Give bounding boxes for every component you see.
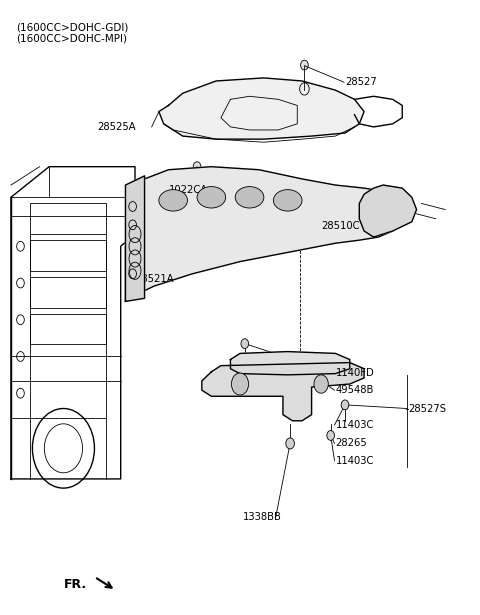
Circle shape: [341, 400, 349, 410]
Text: 1022CA: 1022CA: [168, 185, 207, 195]
Polygon shape: [125, 167, 407, 301]
Text: (1600CC>DOHC-MPI): (1600CC>DOHC-MPI): [16, 33, 127, 43]
Text: 49548B: 49548B: [336, 385, 374, 395]
Text: 28525A: 28525A: [97, 122, 135, 132]
Ellipse shape: [197, 186, 226, 208]
Polygon shape: [202, 363, 364, 421]
Polygon shape: [159, 78, 364, 139]
Ellipse shape: [274, 189, 302, 211]
Text: 28521A: 28521A: [135, 274, 174, 284]
Circle shape: [327, 430, 335, 440]
Text: 28527: 28527: [345, 77, 377, 87]
Circle shape: [241, 339, 249, 349]
Text: 1338BB: 1338BB: [242, 512, 281, 522]
Text: 11403C: 11403C: [336, 456, 374, 466]
Circle shape: [314, 375, 328, 393]
Text: 1140FD: 1140FD: [336, 368, 374, 378]
Polygon shape: [360, 185, 417, 237]
Circle shape: [300, 60, 308, 70]
Text: 28527S: 28527S: [408, 403, 446, 413]
Ellipse shape: [235, 186, 264, 208]
Text: FR.: FR.: [63, 577, 86, 591]
Text: 28510C: 28510C: [321, 221, 360, 231]
Text: 11403C: 11403C: [336, 420, 374, 430]
Polygon shape: [230, 352, 350, 375]
Text: 28265: 28265: [336, 438, 367, 448]
Ellipse shape: [159, 189, 188, 211]
Text: (1600CC>DOHC-GDI): (1600CC>DOHC-GDI): [16, 23, 128, 33]
Circle shape: [231, 373, 249, 395]
Circle shape: [193, 162, 201, 172]
Circle shape: [286, 438, 294, 449]
Polygon shape: [125, 176, 144, 301]
